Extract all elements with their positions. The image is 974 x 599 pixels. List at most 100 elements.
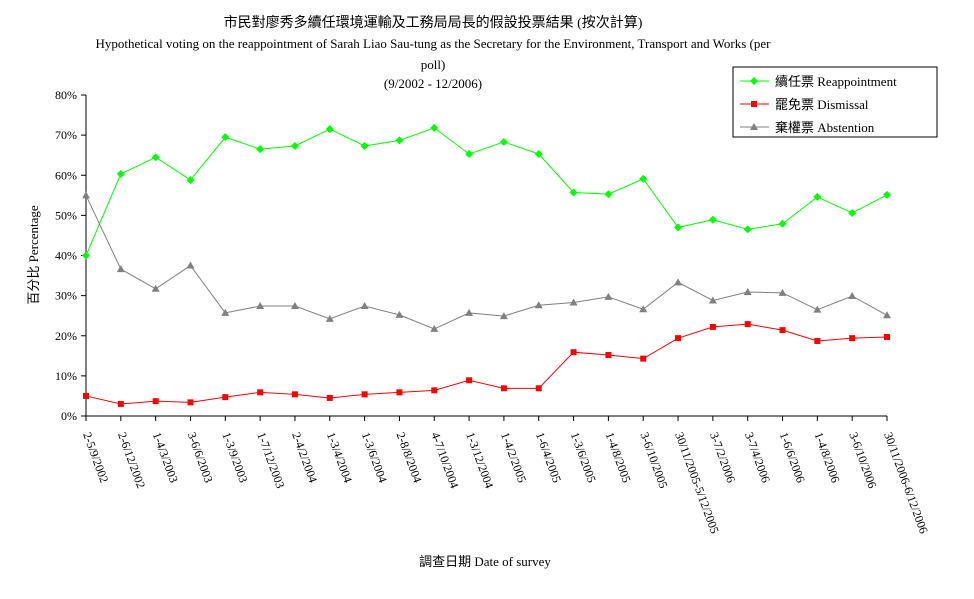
data-point-marker — [256, 145, 265, 154]
data-point-marker — [82, 251, 90, 260]
data-point-marker — [430, 324, 439, 332]
data-point-marker — [848, 208, 857, 217]
data-point-marker — [187, 399, 194, 406]
data-point-marker — [778, 219, 787, 228]
data-point-marker — [186, 261, 195, 269]
data-point-marker — [674, 223, 683, 232]
x-tick-label: 1-4/8/2005 — [603, 430, 634, 484]
data-point-marker — [569, 188, 578, 197]
data-point-marker — [709, 323, 716, 330]
chart-title-english-cont: poll) — [421, 57, 446, 72]
series-line — [85, 195, 888, 330]
data-point-marker — [360, 302, 369, 310]
data-point-marker — [779, 327, 786, 334]
x-tick-label: 2-4/2/2004 — [289, 430, 320, 484]
data-point-marker — [675, 335, 682, 342]
x-tick-label: 1-3/6/2005 — [568, 430, 599, 484]
data-point-marker — [221, 308, 230, 316]
x-tick-label: 1-3/6/2004 — [359, 430, 390, 484]
data-point-marker — [848, 292, 857, 300]
data-point-marker — [325, 125, 334, 134]
x-tick-label: 1-3/12/2004 — [463, 430, 496, 490]
x-tick-label: 3-7/2/2006 — [707, 430, 738, 484]
data-point-marker — [604, 190, 613, 199]
data-point-marker — [640, 355, 647, 362]
data-point-marker — [83, 392, 89, 399]
data-point-marker — [291, 391, 298, 398]
data-point-marker — [883, 190, 891, 199]
x-tick-label: 1-7/12/2003 — [254, 430, 287, 490]
chart-title-english: Hypothetical voting on the reappointment… — [96, 36, 772, 51]
data-point-marker — [674, 278, 683, 286]
y-tick-label: 0% — [61, 409, 77, 423]
data-point-marker — [813, 305, 822, 313]
data-point-marker — [500, 385, 507, 392]
x-axis-ticks: 2-5/9/2002 2-6/12/2002 1-4/3/2003 3-6/6/200… — [80, 416, 931, 535]
x-tick-label: 1-3/9/2003 — [219, 430, 250, 484]
data-point-marker — [361, 391, 368, 398]
data-point-marker — [604, 292, 613, 300]
data-point-marker — [884, 333, 890, 340]
x-tick-label: 1-6/6/2006 — [777, 430, 808, 484]
x-tick-label: 3-7/4/2006 — [742, 430, 773, 484]
y-tick-label: 40% — [55, 249, 77, 263]
data-point-marker — [257, 389, 264, 396]
data-point-marker — [117, 400, 124, 407]
data-point-marker — [534, 149, 543, 158]
legend-box — [732, 66, 938, 138]
x-tick-label: 1-4/3/2003 — [150, 430, 181, 484]
x-tick-label: 1-6/4/2005 — [533, 430, 564, 484]
data-point-marker — [431, 387, 438, 394]
series-3 — [82, 191, 891, 332]
chart-title-chinese: 市民對廖秀多續任環境運輸及工務局局長的假設投票結果 (按次計算) — [224, 14, 643, 31]
x-tick-label: 1-4/8/2006 — [812, 430, 843, 484]
series-2 — [83, 321, 890, 407]
y-tick-label: 30% — [55, 289, 77, 303]
data-point-marker — [534, 301, 543, 309]
data-point-marker — [883, 311, 891, 319]
series-line — [85, 127, 888, 256]
data-point-marker — [116, 265, 125, 273]
data-point-marker — [325, 314, 334, 322]
data-point-marker — [290, 302, 299, 310]
series-layer — [82, 123, 891, 407]
data-point-marker — [750, 77, 758, 85]
x-tick-label: 3-6/10/2006 — [846, 430, 879, 490]
data-point-marker — [395, 310, 404, 318]
data-point-marker — [814, 337, 821, 344]
y-tick-label: 20% — [55, 329, 77, 343]
data-point-marker — [152, 398, 159, 405]
data-point-marker — [778, 288, 787, 296]
data-point-marker — [570, 349, 577, 356]
x-tick-label: 2-6/12/2002 — [115, 430, 148, 490]
legend-label: 罷免票 Dismissal — [775, 97, 869, 112]
data-point-marker — [395, 136, 404, 145]
y-axis-label: 百分比 Percentage — [26, 205, 41, 305]
x-tick-label: 1-3/4/2004 — [324, 430, 355, 484]
data-point-marker — [813, 192, 822, 201]
data-point-marker — [743, 288, 752, 296]
data-point-marker — [116, 170, 125, 179]
data-point-marker — [82, 191, 90, 199]
x-axis-label: 調查日期 Date of survey — [419, 554, 551, 569]
data-point-marker — [151, 153, 160, 162]
data-point-marker — [151, 284, 160, 292]
y-axis-ticks: 0% 10% 20% 30% 40% 50% 60% 70% 80% — [55, 88, 86, 423]
data-point-marker — [360, 141, 369, 150]
x-tick-label: 2-5/9/2002 — [80, 430, 111, 484]
y-tick-label: 10% — [55, 369, 77, 383]
series-line — [85, 323, 888, 405]
data-point-marker — [465, 308, 474, 316]
x-tick-label: 4-7/10/2004 — [428, 430, 461, 490]
data-point-marker — [639, 174, 648, 183]
x-tick-label: 3-6/6/2003 — [185, 430, 216, 484]
data-point-marker — [708, 296, 717, 304]
data-point-marker — [430, 123, 439, 132]
legend-label: 棄權票 Abstention — [775, 120, 875, 135]
data-point-marker — [326, 394, 333, 401]
data-point-marker — [221, 133, 230, 142]
data-point-marker — [499, 312, 508, 320]
x-tick-label: 30/11/2006-6/12/2006 — [881, 430, 931, 535]
x-tick-label: 3-6/10/2005 — [637, 430, 670, 490]
